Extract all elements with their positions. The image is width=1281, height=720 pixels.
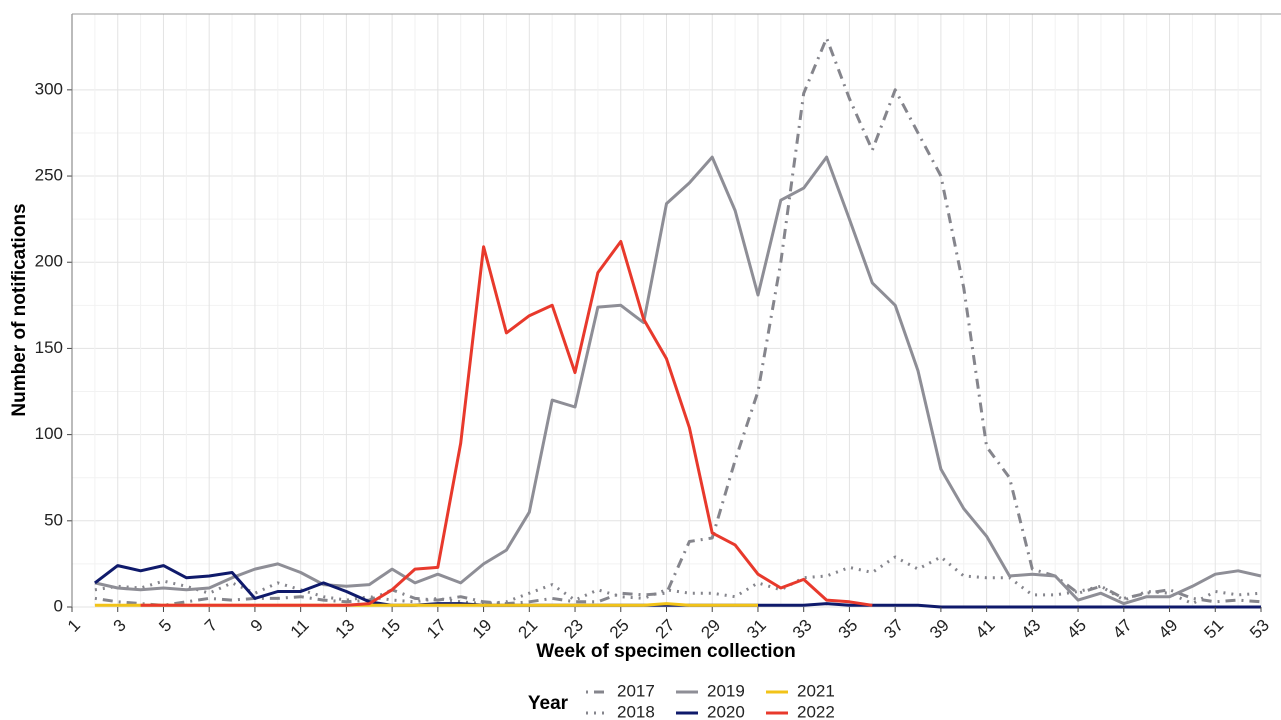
x-tick-label: 35 xyxy=(835,616,862,643)
x-tick-label: 27 xyxy=(652,616,679,643)
x-tick-label: 29 xyxy=(697,616,724,643)
x-tick-label: 13 xyxy=(332,616,359,643)
legend-label: 2017 xyxy=(617,681,655,700)
x-tick-label: 23 xyxy=(560,616,587,643)
legend-label: 2018 xyxy=(617,702,655,720)
x-tick-label: 51 xyxy=(1200,616,1227,643)
legend: 2017 2018 2019 2020 2021 2022 xyxy=(586,681,835,720)
x-tick-label: 39 xyxy=(926,616,953,643)
y-tick-label: 250 xyxy=(35,166,63,185)
legend-title: Year xyxy=(528,693,569,714)
x-tick-label: 21 xyxy=(514,616,541,643)
x-tick-label: 43 xyxy=(1018,616,1045,643)
y-tick-label: 300 xyxy=(35,79,63,98)
x-tick-label: 17 xyxy=(423,616,450,643)
x-tick-label: 41 xyxy=(972,616,999,643)
lines xyxy=(93,36,1262,609)
grid xyxy=(71,14,1262,608)
series-line xyxy=(140,240,873,607)
y-axis-title: Number of notifications xyxy=(9,203,30,416)
series-line xyxy=(94,155,1262,606)
x-tick-label: 9 xyxy=(247,616,267,636)
legend-label: 2020 xyxy=(707,702,745,720)
x-tick-label: 5 xyxy=(155,616,175,636)
x-tick-label: 3 xyxy=(110,616,130,636)
x-tick-label: 45 xyxy=(1063,616,1090,643)
x-tick-label: 37 xyxy=(880,616,907,643)
x-tick-label: 31 xyxy=(743,616,770,643)
series-line xyxy=(94,36,1262,607)
x-tick-label: 7 xyxy=(201,616,221,636)
series-line xyxy=(93,564,1261,609)
x-tick-label: 25 xyxy=(606,616,633,643)
x-tick-label: 33 xyxy=(789,616,816,643)
legend-label: 2022 xyxy=(797,702,835,720)
x-tick-label: 53 xyxy=(1246,616,1273,643)
x-tick-label: 47 xyxy=(1109,616,1136,643)
y-tick-label: 200 xyxy=(35,252,63,271)
series-line xyxy=(94,555,1262,606)
x-tick-label: 49 xyxy=(1155,616,1182,643)
y-tick-label: 100 xyxy=(35,424,63,443)
y-tick-label: 50 xyxy=(44,510,63,529)
x-tick-label: 15 xyxy=(377,616,404,643)
x-tick-label: 19 xyxy=(469,616,496,643)
legend-label: 2019 xyxy=(707,681,745,700)
x-tick-label: 1 xyxy=(64,616,84,636)
x-axis-title: Week of specimen collection xyxy=(536,641,795,662)
y-tick-label: 150 xyxy=(35,338,63,357)
x-tick-label: 11 xyxy=(287,616,313,642)
y-tick-label: 0 xyxy=(54,596,63,615)
legend-label: 2021 xyxy=(797,681,835,700)
